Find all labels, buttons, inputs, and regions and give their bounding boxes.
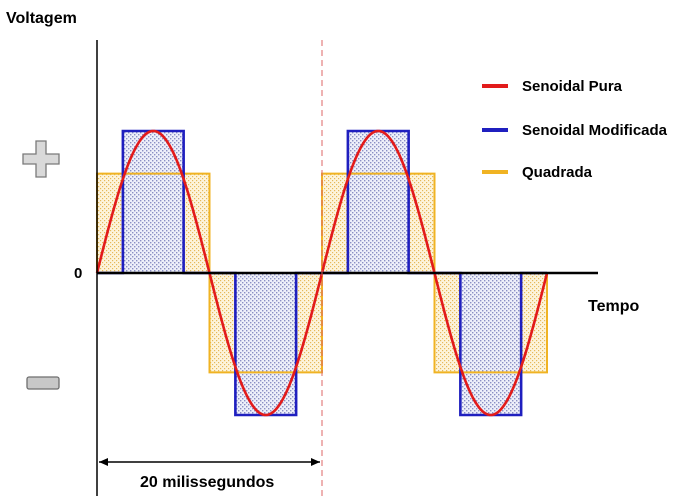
x-axis-label: Tempo [588,298,640,315]
legend-item-quadrada: Quadrada [482,161,592,183]
legend-swatch [482,170,508,174]
minus-icon [26,376,60,390]
legend-item-senoidal-pura: Senoidal Pura [482,75,622,97]
y-axis-label: Voltagem [6,10,77,27]
y-tick-label-zero: 0 [74,265,83,282]
legend-swatch [482,84,508,88]
legend-label: Senoidal Modificada [522,121,668,139]
plus-icon [22,140,60,178]
legend-item-senoidal-modificada: Senoidal Modificada [482,119,667,141]
period-annotation: 20 milissegundos [140,474,275,491]
legend-swatch [482,128,508,132]
period-arrow-right-head [311,458,320,466]
legend-label: Senoidal Pura [522,77,623,95]
legend-label: Quadrada [522,163,593,181]
modified-sine-fill [97,131,547,415]
period-arrow-left-head [99,458,108,466]
